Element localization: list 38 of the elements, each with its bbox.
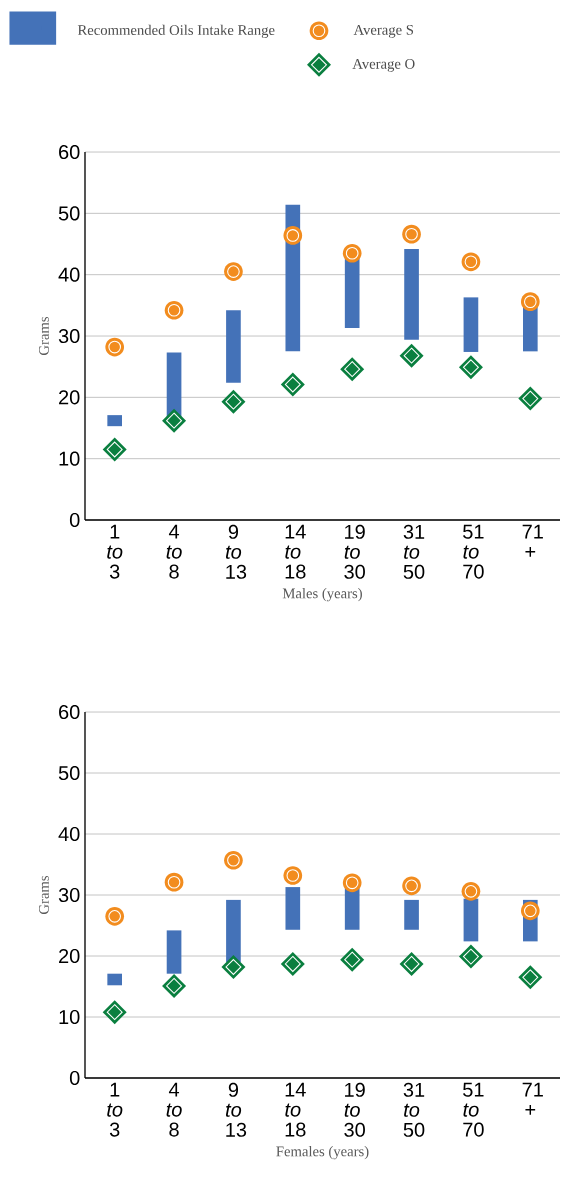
- y-tick-label: 20: [59, 948, 80, 964]
- y-tick-label: 0: [69, 512, 80, 528]
- x-tick-label: 14 to 18: [285, 1082, 306, 1137]
- y-tick-label: 30: [58, 887, 80, 903]
- x-tick-label: 31 to 50: [403, 524, 425, 579]
- legend-label: Average O: [352, 58, 415, 72]
- x-axis-title: Males (years): [282, 588, 362, 602]
- y-tick-label: 40: [58, 267, 80, 282]
- legend-label: Average S: [353, 24, 414, 38]
- y-tick-label: 60: [59, 144, 80, 160]
- x-tick-label: 1 to 3: [107, 524, 123, 579]
- y-tick-label: 10: [59, 451, 80, 466]
- x-tick-label: 4 to 8: [166, 524, 182, 579]
- y-tick-label: 40: [58, 826, 80, 842]
- y-tick-label: 10: [59, 1009, 80, 1025]
- x-tick-label: 9 to 13: [225, 524, 247, 579]
- x-tick-label: 71 +: [522, 1082, 543, 1115]
- x-tick-label: 31 to 50: [403, 1082, 425, 1137]
- x-tick-label: 14 to 18: [285, 524, 306, 579]
- y-tick-label: 50: [58, 206, 80, 221]
- y-axis-title: Grams: [39, 317, 49, 355]
- x-tick-label: 9 to 13: [225, 1082, 247, 1137]
- y-tick-label: 50: [58, 765, 80, 781]
- y-tick-label: 20: [59, 390, 80, 405]
- x-tick-label: 71 +: [522, 524, 543, 557]
- y-tick-label: 30: [58, 328, 80, 344]
- x-tick-label: 51 to 70: [463, 1082, 484, 1137]
- x-tick-label: 19 to 30: [344, 1082, 365, 1137]
- x-tick-label: 51 to 70: [463, 524, 484, 579]
- y-tick-label: 0: [69, 1070, 80, 1086]
- x-tick-label: 4 to 8: [166, 1082, 182, 1137]
- x-tick-label: 19 to 30: [344, 524, 365, 579]
- y-tick-label: 60: [59, 704, 80, 720]
- legend-label: Recommended Oils Intake Range: [77, 24, 275, 39]
- x-axis-title: Females (years): [276, 1146, 369, 1160]
- point: [399, 951, 424, 976]
- y-axis-title: Grams: [39, 876, 49, 914]
- x-tick-label: 1 to 3: [107, 1082, 123, 1137]
